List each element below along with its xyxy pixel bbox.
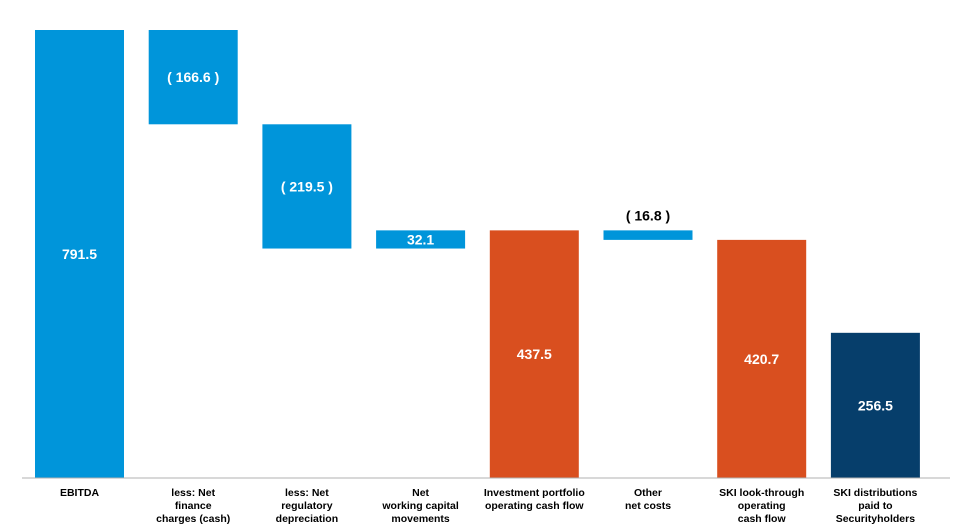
bar-value-label-7: 420.7	[744, 351, 779, 367]
category-label-line: regulatory	[281, 500, 333, 512]
category-label-5: Investment portfolio operating cash flow	[484, 487, 585, 512]
bar-value-label-8: 256.5	[858, 397, 893, 413]
category-labels: EBITDA less: Net finance charges (cash)less…	[60, 487, 918, 525]
category-label-3: less: Net regulatory depreciation	[276, 487, 338, 525]
category-label-line: Investment portfolio	[484, 487, 585, 499]
bar-value-label-1: 791.5	[62, 246, 97, 262]
category-label-1: EBITDA	[60, 487, 100, 499]
bar-1	[35, 30, 124, 478]
bar-4	[376, 230, 466, 249]
category-label-8: SKI distributions paid to Securityholders	[833, 487, 917, 525]
bar-8	[830, 332, 920, 478]
category-label-line: depreciation	[276, 513, 338, 525]
bars-group: 791.5 ( 166.6 ) ( 219.5 ) 32.1 437.5 ( 16.8 )…	[35, 30, 920, 478]
bar-value-label-3: ( 219.5 )	[281, 178, 333, 194]
bar-value-label-4: 32.1	[407, 231, 434, 247]
category-label-4: Net working capital movements	[381, 487, 459, 525]
category-label-line: Securityholders	[836, 513, 916, 525]
bar-7	[717, 239, 807, 478]
category-label-line: working capital	[381, 500, 459, 512]
bar-2	[148, 30, 238, 125]
bar-6	[603, 230, 693, 240]
category-label-line: SKI distributions	[833, 487, 917, 499]
category-label-line: EBITDA	[60, 487, 100, 499]
category-label-7: SKI look-through operating cash flow	[719, 487, 804, 525]
category-label-line: net costs	[625, 500, 671, 512]
bar-value-label-5: 437.5	[517, 346, 552, 362]
bar-value-label-2: ( 166.6 )	[167, 69, 219, 85]
bar-5	[489, 230, 579, 478]
category-label-line: paid to	[858, 500, 892, 512]
bar-3	[262, 124, 352, 249]
bar-value-label-6: ( 16.8 )	[626, 207, 670, 223]
category-label-line: finance	[175, 500, 212, 512]
category-label-2: less: Net finance charges (cash)	[156, 487, 230, 525]
category-label-line: less: Net	[171, 487, 215, 499]
category-label-line: operating cash flow	[485, 500, 584, 512]
category-label-line: operating	[738, 500, 786, 512]
category-label-line: Net	[412, 487, 429, 499]
category-label-6: Other net costs	[625, 487, 671, 512]
category-label-line: charges (cash)	[156, 513, 230, 525]
category-label-line: Other	[634, 487, 662, 499]
category-label-line: cash flow	[738, 513, 787, 525]
category-label-line: movements	[391, 513, 450, 525]
category-label-line: less: Net	[285, 487, 329, 499]
category-label-line: SKI look-through	[719, 487, 804, 499]
